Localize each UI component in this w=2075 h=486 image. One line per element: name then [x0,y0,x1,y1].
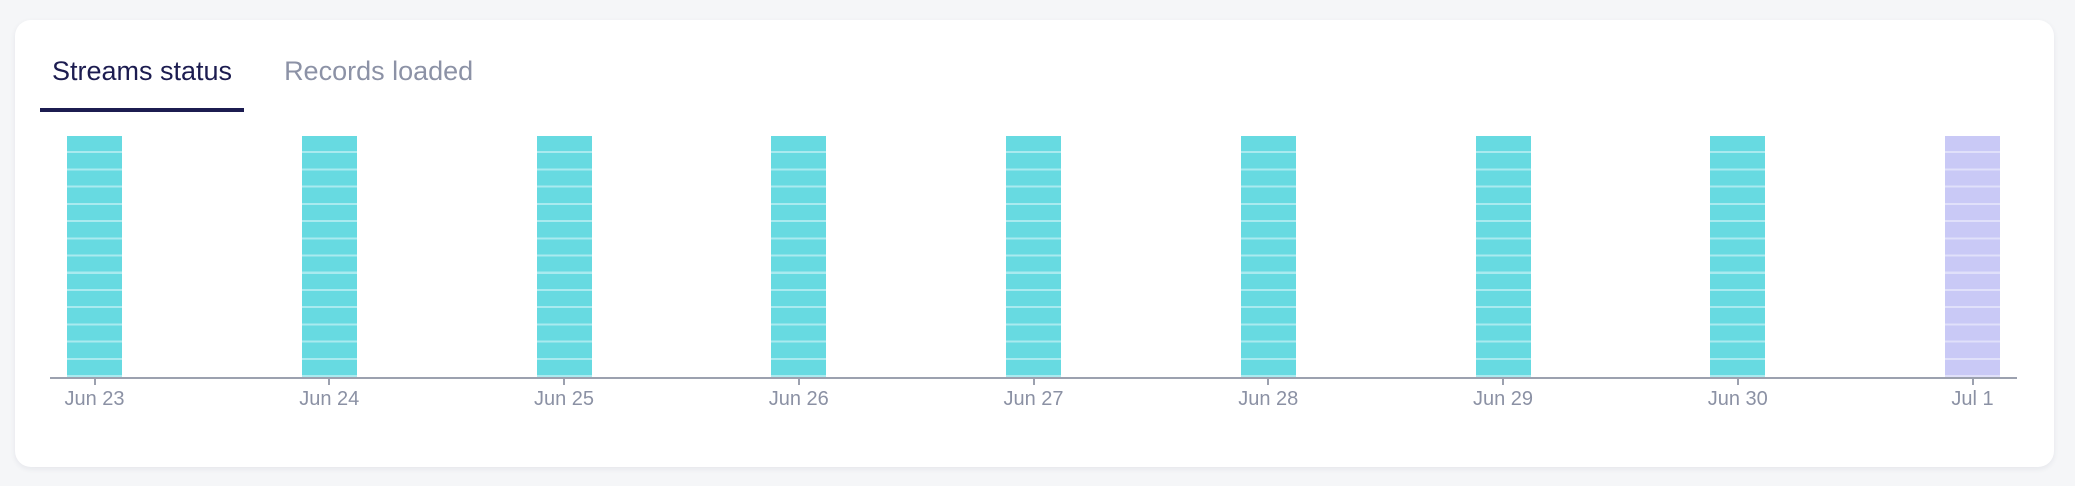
bar-slot: Jun 24 [299,136,360,411]
x-axis-line [50,377,2017,379]
streams-status-card: Streams status Records loaded Jun 23 Jun … [15,20,2054,467]
x-axis-tick [1502,379,1504,385]
x-axis-label: Jun 23 [64,388,125,410]
status-bar-jun-24[interactable] [301,136,357,377]
x-axis-tick [93,379,96,385]
x-axis-tick [563,379,565,385]
status-bar-jun-25[interactable] [536,136,592,377]
tab-bar: Streams status Records loaded [15,20,2054,112]
x-axis-label: Jun 26 [768,388,829,410]
x-axis-label: Jun 27 [1003,388,1064,410]
bar-slot: Jun 29 [1472,136,1534,411]
bar-slot: Jul 1 [1945,136,2000,411]
bar-slot: Jun 27 [1003,136,1064,411]
status-bar-jun-27[interactable] [1006,136,1061,377]
status-bar-jul-1[interactable] [1945,136,2000,377]
status-bar-jun-28[interactable] [1240,136,1296,377]
status-bar-jun-29[interactable] [1475,136,1531,377]
status-bar-jun-26[interactable] [771,136,827,377]
x-axis-tick [1032,379,1035,385]
x-axis-label: Jun 25 [533,388,595,410]
bar-slot: Jun 30 [1707,136,1768,411]
x-axis-label: Jun 29 [1472,388,1534,410]
x-axis-label: Jul 1 [1951,388,1994,410]
x-axis-label: Jun 30 [1707,388,1768,410]
status-bar-jun-30[interactable] [1710,136,1766,377]
tab-streams-status[interactable]: Streams status [40,54,245,112]
status-bar-jun-23[interactable] [67,136,122,377]
x-axis-tick [1971,379,1974,385]
x-axis-tick [328,379,331,385]
bar-slot: Jun 26 [768,136,829,411]
x-axis-label: Jun 24 [299,388,360,410]
tab-records-loaded[interactable]: Records loaded [272,54,485,112]
bar-slot: Jun 28 [1238,136,1299,411]
bar-slot: Jun 23 [64,136,125,411]
x-axis-tick [1736,379,1739,385]
chart: Jun 23 Jun 24 Jun 25 Jun 26 Jun 27 Jun 28 Jun … [50,136,2017,411]
x-axis-label: Jun 28 [1238,388,1299,410]
x-axis-tick [1267,379,1270,385]
x-axis-tick [797,379,800,385]
bar-slot: Jun 25 [533,136,595,411]
